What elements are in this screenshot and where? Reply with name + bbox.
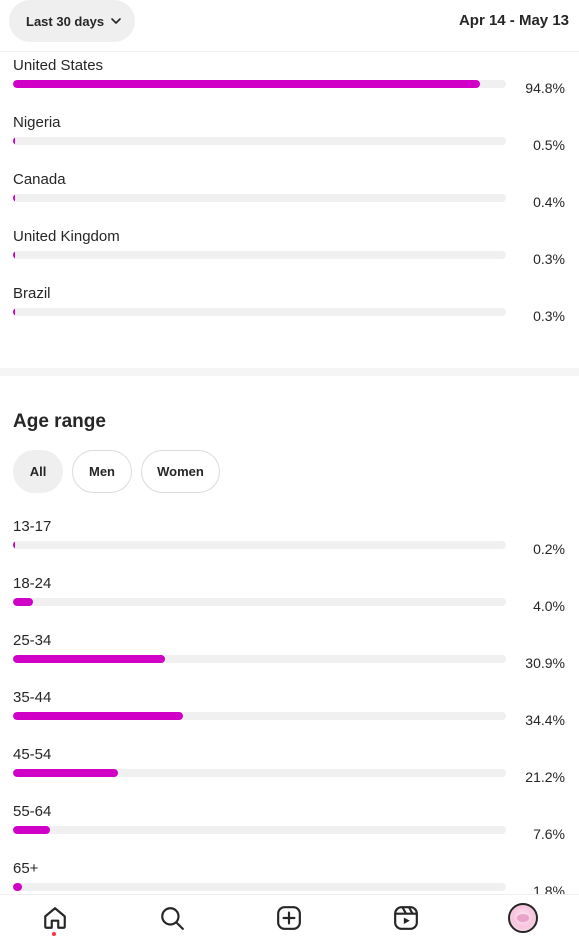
age-label: 25-34 — [13, 632, 52, 649]
country-bar-fill — [13, 308, 15, 316]
age-bar-fill — [13, 712, 183, 720]
age-bar-track — [13, 655, 506, 663]
date-range-dropdown[interactable]: Last 30 days — [9, 0, 135, 42]
age-bar-track — [13, 826, 506, 834]
age-bar-fill — [13, 826, 51, 834]
nav-profile[interactable] — [508, 903, 538, 933]
country-percentage: 0.5% — [533, 137, 565, 153]
age-percentage: 34.4% — [525, 712, 565, 728]
age-bar-fill — [13, 655, 166, 663]
country-percentage: 0.4% — [533, 194, 565, 210]
age-percentage: 30.9% — [525, 655, 565, 671]
country-row: United States 94.8% — [0, 57, 579, 114]
age-row: 55-64 7.6% — [0, 803, 579, 860]
bottom-nav — [0, 894, 579, 940]
age-label: 55-64 — [13, 803, 52, 820]
age-row: 45-54 21.2% — [0, 746, 579, 803]
country-percentage: 94.8% — [525, 80, 565, 96]
age-bar-track — [13, 769, 506, 777]
nav-reels[interactable] — [391, 903, 421, 933]
date-range-dropdown-label: Last 30 days — [26, 13, 105, 29]
country-percentage: 0.3% — [533, 251, 565, 267]
age-row: 35-44 34.4% — [0, 689, 579, 746]
home-icon — [44, 907, 66, 929]
country-bar-track — [13, 308, 506, 316]
gender-filter-chips: All Men Women — [13, 450, 220, 493]
nav-home[interactable] — [40, 903, 70, 933]
country-row: United Kingdom 0.3% — [0, 228, 579, 285]
age-range-title: Age range — [13, 411, 106, 432]
age-bar-fill — [13, 769, 118, 777]
country-row: Canada 0.4% — [0, 171, 579, 228]
age-row: 18-24 4.0% — [0, 575, 579, 632]
age-percentage: 4.0% — [533, 598, 565, 614]
age-row: 25-34 30.9% — [0, 632, 579, 689]
age-percentage: 21.2% — [525, 769, 565, 785]
date-range-text: Apr 14 - May 13 — [458, 12, 569, 29]
country-bar-track — [13, 251, 506, 259]
age-bar-track — [13, 712, 506, 720]
section-divider — [0, 368, 579, 376]
country-bar-track — [13, 194, 506, 202]
chip-men[interactable]: Men — [72, 450, 132, 493]
age-bar-fill — [13, 598, 33, 606]
country-row: Nigeria 0.5% — [0, 114, 579, 171]
profile-avatar — [508, 903, 538, 933]
country-bar-track — [13, 137, 506, 145]
country-label: Brazil — [13, 285, 51, 302]
create-icon — [277, 906, 301, 930]
country-label: United States — [13, 57, 104, 74]
age-row: 13-17 0.2% — [0, 518, 579, 575]
age-label: 13-17 — [13, 518, 52, 535]
country-bar-fill — [13, 194, 15, 202]
country-bar-track — [13, 80, 506, 88]
chip-all[interactable]: All — [13, 450, 63, 493]
age-percentage: 7.6% — [533, 826, 565, 842]
notification-dot — [52, 932, 56, 936]
country-bar-fill — [13, 80, 481, 88]
age-bar-fill — [13, 541, 15, 549]
country-bar-fill — [13, 137, 16, 145]
nav-create[interactable] — [274, 903, 304, 933]
age-bar-track — [13, 883, 506, 891]
search-icon — [161, 907, 184, 930]
country-label: United Kingdom — [13, 228, 120, 245]
reels-icon — [394, 906, 418, 930]
country-bar-fill — [13, 251, 15, 259]
age-percentage: 0.2% — [533, 541, 565, 557]
age-label: 45-54 — [13, 746, 52, 763]
country-row: Brazil 0.3% — [0, 285, 579, 342]
age-bar-track — [13, 541, 506, 549]
country-label: Canada — [13, 171, 66, 188]
age-label: 18-24 — [13, 575, 52, 592]
chip-women[interactable]: Women — [141, 450, 220, 493]
age-bar-track — [13, 598, 506, 606]
country-percentage: 0.3% — [533, 308, 565, 324]
age-label: 35-44 — [13, 689, 52, 706]
age-bar-fill — [13, 883, 22, 891]
chevron-down-icon — [111, 18, 121, 24]
country-label: Nigeria — [13, 114, 61, 131]
nav-search[interactable] — [157, 903, 187, 933]
top-bar: Last 30 days Apr 14 - May 13 — [0, 0, 579, 52]
age-label: 65+ — [13, 860, 39, 877]
